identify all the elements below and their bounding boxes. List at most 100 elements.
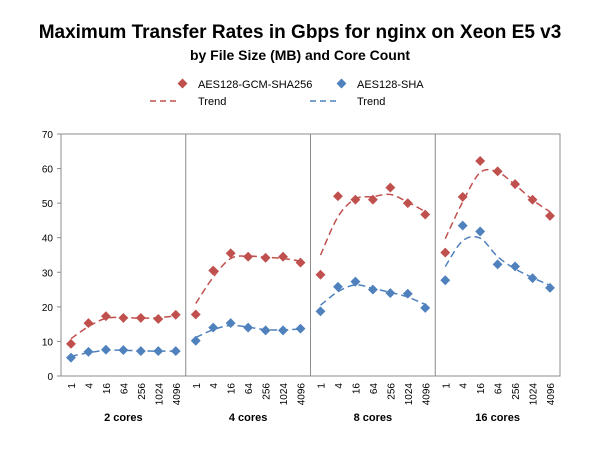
data-point-series-1-group-2-size-4096: [295, 257, 306, 268]
data-point-series-2-group-3-size-1: [315, 306, 326, 317]
x-tick-label-1-1024: 1024: [154, 383, 165, 406]
data-point-series-2-group-2-size-256: [260, 325, 271, 336]
x-tick-label-3-16: 16: [351, 383, 362, 395]
data-point-series-1-group-2-size-1: [190, 309, 201, 320]
x-tick-label-2-256: 256: [262, 383, 273, 400]
data-point-series-2-group-3-size-16: [350, 276, 361, 287]
y-tick-label-70: 70: [42, 130, 54, 141]
data-point-series-2-group-2-size-1: [190, 335, 201, 346]
x-tick-label-4-16: 16: [476, 383, 487, 395]
data-point-series-1-group-2-size-4: [208, 265, 219, 276]
group-label-3: 8 cores: [354, 412, 393, 424]
x-tick-label-1-4096: 4096: [172, 383, 183, 406]
x-tick-label-3-4096: 4096: [421, 383, 432, 406]
data-point-series-2-group-3-size-4096: [420, 302, 431, 313]
x-tick-label-3-1024: 1024: [404, 383, 415, 406]
legend-marker-series-1: [177, 78, 188, 89]
x-tick-label-3-256: 256: [386, 383, 397, 400]
data-point-series-2-group-4-size-1024: [527, 273, 538, 284]
group-label-1: 2 cores: [104, 412, 143, 424]
data-point-series-1-group-3-size-64: [367, 194, 378, 205]
y-tick-label-0: 0: [47, 372, 53, 383]
x-tick-label-3-4: 4: [334, 383, 345, 389]
chart-subtitle: by File Size (MB) and Core Count: [190, 47, 410, 63]
legend-label-series-2: AES128-SHA: [357, 79, 424, 91]
y-tick-label-40: 40: [42, 234, 54, 245]
data-point-series-2-group-3-size-1024: [402, 288, 413, 299]
data-point-series-1-group-1-size-256: [135, 312, 146, 323]
data-point-series-1-group-3-size-4096: [420, 209, 431, 220]
data-point-series-2-group-3-size-256: [385, 288, 396, 298]
data-point-series-2-group-1-size-1: [66, 352, 76, 363]
legend-item-series-2: AES128-SHA: [336, 78, 424, 91]
x-tick-label-1-16: 16: [102, 383, 113, 395]
data-point-series-2-group-2-size-64: [243, 322, 254, 333]
x-tick-label-2-16: 16: [227, 383, 238, 395]
y-tick-label-30: 30: [42, 268, 54, 279]
data-point-series-1-group-3-size-1024: [402, 198, 413, 209]
data-point-series-2-group-2-size-4096: [295, 323, 306, 334]
data-point-series-1-group-3-size-256: [385, 182, 396, 193]
group-label-4: 16 cores: [475, 412, 520, 424]
data-point-series-1-group-3-size-1: [315, 269, 326, 280]
data-point-series-2-group-4-size-1: [440, 275, 451, 286]
chart-title: Maximum Transfer Rates in Gbps for nginx…: [39, 22, 562, 43]
x-tick-label-2-1024: 1024: [279, 383, 290, 406]
data-point-series-1-group-4-size-4096: [545, 210, 555, 221]
x-tick-label-3-64: 64: [369, 383, 380, 395]
x-tick-label-4-1: 1: [441, 383, 452, 389]
data-point-series-2-group-3-size-64: [367, 284, 378, 295]
data-point-series-2-group-4-size-4096: [545, 282, 555, 293]
legend: AES128-GCM-SHA256 Trend AES128-SHA Trend: [150, 78, 424, 108]
x-tick-label-2-4096: 4096: [297, 383, 308, 406]
y-tick-label-50: 50: [42, 199, 54, 210]
trend-line-series-1-group-2: [195, 255, 301, 304]
x-tick-label-3-1: 1: [317, 383, 328, 389]
legend-item-series-1: AES128-GCM-SHA256: [177, 78, 312, 91]
data-point-series-1-group-1-size-4096: [170, 309, 181, 320]
x-tick-label-2-64: 64: [244, 383, 255, 395]
data-point-series-2-group-4-size-16: [475, 226, 486, 237]
x-tick-label-4-64: 64: [494, 383, 505, 395]
legend-marker-series-2: [336, 78, 347, 89]
y-tick-label-60: 60: [42, 165, 54, 176]
data-point-series-1-group-4-size-4: [457, 191, 468, 202]
x-tick-label-4-4: 4: [459, 383, 470, 389]
data-point-series-1-group-2-size-1024: [278, 251, 288, 262]
data-point-series-2-group-1-size-4: [83, 346, 94, 357]
data-point-series-2-group-1-size-64: [118, 345, 129, 356]
data-point-series-2-group-3-size-4: [333, 281, 343, 292]
x-tick-label-1-4: 4: [84, 383, 95, 389]
data-point-series-2-group-2-size-1024: [278, 325, 288, 336]
data-point-series-1-group-1-size-64: [118, 312, 129, 323]
data-point-series-2-group-4-size-64: [492, 259, 503, 270]
x-tick-label-1-256: 256: [137, 383, 148, 400]
legend-trend-label-series-1: Trend: [198, 96, 226, 108]
x-tick-label-1-1: 1: [67, 383, 78, 389]
legend-label-series-1: AES128-GCM-SHA256: [198, 79, 312, 91]
data-point-series-2-group-1-size-1024: [153, 346, 164, 357]
x-tick-label-1-64: 64: [119, 383, 130, 395]
legend-item-series-2-trend: Trend: [310, 96, 385, 108]
data-point-series-1-group-1-size-4: [83, 318, 94, 329]
data-point-series-1-group-4-size-16: [475, 156, 486, 166]
data-point-series-1-group-4-size-1: [440, 247, 451, 258]
legend-item-series-1-trend: Trend: [150, 96, 226, 108]
group-label-2: 4 cores: [229, 412, 268, 424]
y-tick-label-20: 20: [42, 303, 54, 314]
data-point-series-1-group-3-size-16: [350, 194, 361, 205]
data-point-series-1-group-3-size-4: [333, 191, 343, 202]
x-tick-label-4-4096: 4096: [546, 383, 557, 406]
data-point-series-1-group-2-size-64: [243, 251, 254, 262]
data-point-series-1-group-2-size-16: [225, 248, 236, 259]
x-tick-label-4-1024: 1024: [529, 383, 540, 406]
x-tick-label-4-256: 256: [511, 383, 522, 400]
data-point-series-1-group-1-size-1024: [153, 314, 164, 324]
y-tick-label-10: 10: [42, 337, 54, 348]
data-point-series-1-group-4-size-64: [492, 166, 503, 177]
data-point-series-1-group-4-size-256: [510, 179, 521, 190]
data-point-series-2-group-4-size-4: [457, 220, 468, 231]
